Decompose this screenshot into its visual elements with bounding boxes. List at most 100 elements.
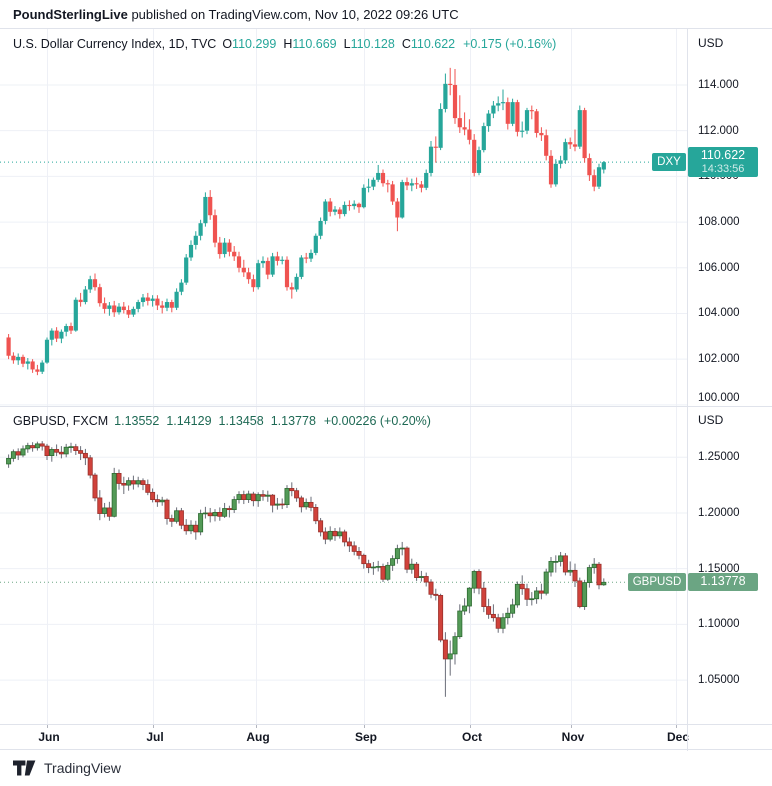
candle-body: [543, 571, 549, 594]
candle-body: [342, 531, 348, 543]
candle-body: [491, 105, 496, 114]
candle-body: [568, 142, 573, 145]
price-axis-label: 104.000: [698, 307, 740, 320]
candle-body: [131, 308, 136, 315]
candle-body: [404, 547, 410, 570]
candle-body: [500, 102, 506, 104]
candle-body: [404, 182, 410, 186]
candle-body: [121, 306, 126, 311]
gbpusd-price-axis[interactable]: USD 1.13778 1.25000 1.20000 1.15000 1.10000…: [687, 406, 772, 724]
symbol-title[interactable]: GBPUSD, FXCM: [13, 414, 109, 428]
candle-body: [64, 326, 69, 332]
candle-body: [202, 512, 208, 515]
candle-body: [472, 139, 477, 173]
candle-body: [78, 299, 83, 303]
candle-body: [558, 555, 564, 562]
candle-body: [495, 617, 501, 629]
price-axis-label: 112.000: [698, 124, 739, 137]
price-axis-label: 1.15000: [698, 562, 740, 575]
candle-body: [183, 524, 189, 532]
candle-body: [534, 590, 540, 600]
close-value: 1.13778: [270, 414, 316, 428]
symbol-title[interactable]: U.S. Dollar Currency Index, 1D, TVC: [13, 37, 217, 51]
tradingview-logo-icon[interactable]: [13, 759, 36, 777]
dxy-pane: U.S. Dollar Currency Index, 1D, TVC O110.…: [0, 29, 772, 406]
candle-body: [246, 272, 251, 280]
candle-body: [68, 446, 74, 448]
candle-body: [6, 457, 12, 465]
candle-body: [524, 110, 530, 131]
candle-body: [289, 287, 294, 290]
candle-body: [313, 235, 318, 253]
month-label: Oct: [461, 730, 483, 744]
candle-body: [30, 445, 36, 449]
dxy-price-axis[interactable]: USD 110.622 14:33:56 114.000112.000110.0…: [687, 29, 772, 406]
candle-body: [174, 510, 180, 522]
candle-body: [481, 587, 487, 607]
close-value: 110.622: [410, 37, 456, 51]
candle-body: [457, 610, 463, 638]
footer: TradingView: [0, 750, 772, 786]
pane-divider[interactable]: [0, 406, 772, 407]
candle-body: [553, 163, 558, 185]
candle-body: [457, 118, 462, 128]
month-tick: [364, 724, 365, 728]
candle-body: [428, 146, 434, 173]
candle-body: [34, 443, 40, 449]
candle-body: [116, 306, 122, 313]
candle-body: [438, 595, 444, 641]
candle-body: [361, 187, 366, 208]
candle-body: [414, 563, 420, 578]
candle-body: [596, 167, 602, 187]
candle-body: [346, 541, 352, 547]
low-value: 110.128: [350, 37, 395, 51]
dxy-candlestick-plot[interactable]: [0, 29, 687, 406]
candle-body: [111, 473, 117, 517]
tradingview-brand-text[interactable]: TradingView: [44, 760, 122, 776]
candle-body: [63, 446, 69, 455]
candle-body: [256, 263, 261, 288]
candle-body: [39, 443, 45, 447]
month-label: Nov: [561, 730, 585, 744]
candle-body: [44, 339, 50, 363]
last-price: 110.622: [700, 148, 746, 163]
candle-body: [217, 512, 223, 517]
candle-body: [414, 183, 419, 185]
open-value: 110.299: [232, 37, 277, 51]
time-axis[interactable]: Jun Jul Aug Sep Oct Nov Dec: [0, 724, 772, 751]
candle-body: [452, 84, 458, 119]
candle-body: [130, 480, 136, 485]
candle-body: [236, 256, 242, 268]
price-axis-label: 1.25000: [698, 451, 740, 464]
month-tick: [676, 724, 677, 728]
candle-body: [577, 110, 582, 147]
dxy-symbol-tag: DXY: [652, 153, 686, 172]
candle-body: [376, 172, 381, 180]
time-axis-divider: [0, 724, 772, 725]
dxy-pane-title: U.S. Dollar Currency Index, 1D, TVC O110.…: [13, 37, 557, 51]
candle-body: [505, 612, 511, 619]
price-axis-label: 100.000: [698, 392, 740, 404]
gbpusd-candlestick-plot[interactable]: [0, 406, 687, 724]
candle-body: [208, 196, 213, 216]
candle-body: [544, 135, 549, 156]
candle-body: [274, 503, 280, 506]
candle-body: [222, 508, 228, 517]
high-value: 110.669: [292, 37, 337, 51]
candle-body: [188, 524, 194, 532]
candle-body: [520, 130, 525, 132]
candle-body: [58, 451, 64, 455]
candle-body: [514, 583, 520, 606]
candle-body: [400, 182, 405, 218]
candle-body: [10, 451, 16, 459]
month-tick: [47, 724, 48, 728]
candle-body: [35, 369, 40, 372]
publisher-name: PoundSterlingLive: [13, 6, 128, 22]
candle-body: [246, 493, 252, 500]
candle-body: [82, 452, 88, 459]
candle-body: [270, 256, 275, 275]
candle-body: [313, 506, 319, 522]
axis-currency-label: USD: [698, 36, 724, 50]
candle-body: [371, 179, 376, 187]
candle-body: [505, 102, 510, 124]
